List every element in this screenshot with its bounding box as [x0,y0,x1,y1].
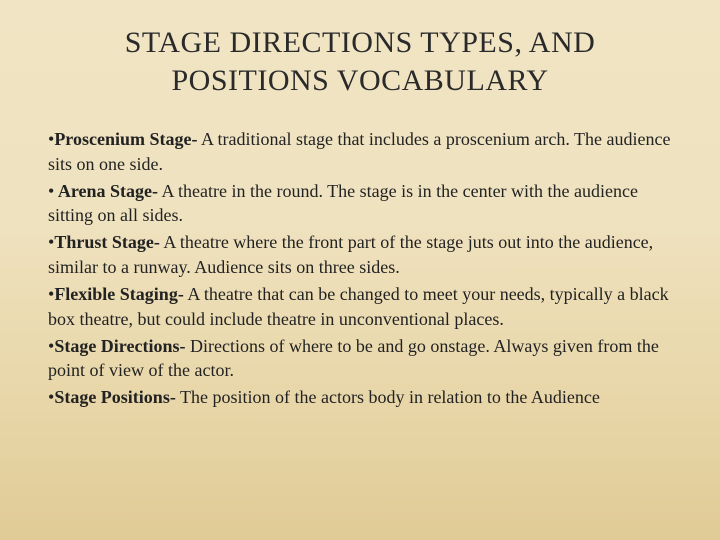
term: Arena Stage- [54,181,158,201]
term: Stage Directions- [54,336,185,356]
list-item: •Proscenium Stage- A traditional stage t… [48,127,672,177]
list-item: •Thrust Stage- A theatre where the front… [48,230,672,280]
list-item: •Stage Positions- The position of the ac… [48,385,672,410]
title-line-2: POSITIONS VOCABULARY [171,64,548,97]
slide: STAGE DIRECTIONS TYPES, AND POSITIONS VO… [0,0,720,540]
page-title: STAGE DIRECTIONS TYPES, AND POSITIONS VO… [48,24,672,99]
term: Stage Positions- [54,387,176,407]
term: Proscenium Stage- [54,129,197,149]
term: Flexible Staging- [54,284,184,304]
definition: The position of the actors body in relat… [176,387,600,407]
list-item: •Flexible Staging- A theatre that can be… [48,282,672,332]
content-body: •Proscenium Stage- A traditional stage t… [48,127,672,410]
list-item: • Arena Stage- A theatre in the round. T… [48,179,672,229]
title-line-1: STAGE DIRECTIONS TYPES, AND [125,26,596,59]
list-item: •Stage Directions- Directions of where t… [48,334,672,384]
term: Thrust Stage- [54,232,160,252]
